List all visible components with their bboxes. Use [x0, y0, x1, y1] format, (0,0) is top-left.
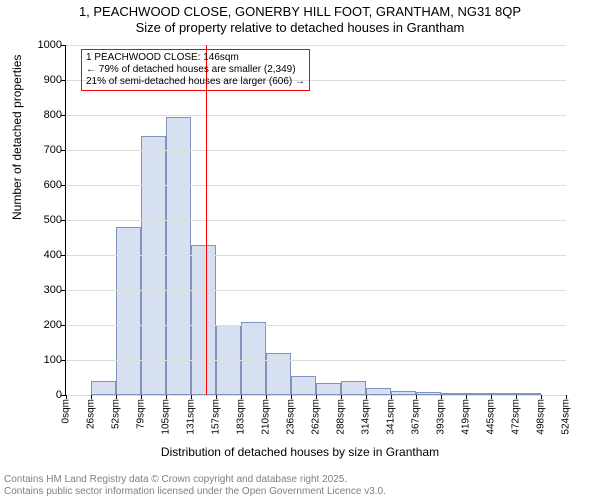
xtick-label: 262sqm [311, 395, 322, 435]
ytick-label: 500 [44, 214, 62, 226]
annotation-box: 1 PEACHWOOD CLOSE: 146sqm← 79% of detach… [81, 49, 310, 91]
xtick-label: 183sqm [236, 395, 247, 435]
xtick-label: 52sqm [111, 395, 122, 429]
ytick-label: 100 [44, 354, 62, 366]
histogram-bar [141, 136, 166, 395]
property-marker-line [206, 45, 207, 395]
footer-line1: Contains HM Land Registry data © Crown c… [4, 474, 596, 486]
xtick-label: 393sqm [436, 395, 447, 435]
xtick-label: 445sqm [486, 395, 497, 435]
xtick-label: 314sqm [361, 395, 372, 435]
xtick-label: 367sqm [411, 395, 422, 435]
xtick-label: 524sqm [561, 395, 572, 435]
xtick-label: 498sqm [536, 395, 547, 435]
gridline [66, 150, 566, 151]
gridline [66, 115, 566, 116]
ytick-label: 400 [44, 249, 62, 261]
x-axis-label: Distribution of detached houses by size … [0, 445, 600, 459]
xtick-label: 236sqm [286, 395, 297, 435]
chart-title-line2: Size of property relative to detached ho… [0, 20, 600, 35]
ytick-label: 300 [44, 284, 62, 296]
histogram-bar [316, 383, 341, 395]
xtick-label: 288sqm [336, 395, 347, 435]
ytick-label: 700 [44, 144, 62, 156]
ytick-label: 600 [44, 179, 62, 191]
xtick-label: 419sqm [461, 395, 472, 435]
xtick-label: 157sqm [211, 395, 222, 435]
histogram-bar [241, 322, 266, 396]
gridline [66, 185, 566, 186]
chart-title-line1: 1, PEACHWOOD CLOSE, GONERBY HILL FOOT, G… [0, 4, 600, 19]
gridline [66, 255, 566, 256]
annotation-line: 1 PEACHWOOD CLOSE: 146sqm [86, 52, 305, 64]
histogram-bar [341, 381, 366, 395]
xtick-label: 0sqm [61, 395, 72, 423]
annotation-line: 21% of semi-detached houses are larger (… [86, 76, 305, 88]
annotation-line: ← 79% of detached houses are smaller (2,… [86, 64, 305, 76]
histogram-bar [91, 381, 116, 395]
histogram-bar [366, 388, 391, 395]
y-axis-label: Number of detached properties [10, 55, 24, 220]
gridline [66, 290, 566, 291]
footer-line2: Contains public sector information licen… [4, 486, 596, 498]
xtick-label: 131sqm [186, 395, 197, 435]
ytick-label: 200 [44, 319, 62, 331]
plot-area: 010020030040050060070080090010000sqm26sq… [65, 45, 566, 396]
gridline [66, 325, 566, 326]
gridline [66, 220, 566, 221]
histogram-bar [291, 376, 316, 395]
xtick-label: 341sqm [386, 395, 397, 435]
xtick-label: 26sqm [86, 395, 97, 429]
histogram-bar [191, 245, 216, 396]
chart-container: 1, PEACHWOOD CLOSE, GONERBY HILL FOOT, G… [0, 0, 600, 500]
xtick-label: 472sqm [511, 395, 522, 435]
ytick-label: 800 [44, 109, 62, 121]
ytick-label: 900 [44, 74, 62, 86]
xtick-label: 105sqm [161, 395, 172, 435]
gridline [66, 45, 566, 46]
gridline [66, 360, 566, 361]
histogram-bar [116, 227, 141, 395]
footer: Contains HM Land Registry data © Crown c… [0, 472, 600, 500]
xtick-label: 79sqm [136, 395, 147, 429]
xtick-label: 210sqm [261, 395, 272, 435]
ytick-label: 1000 [38, 39, 62, 51]
